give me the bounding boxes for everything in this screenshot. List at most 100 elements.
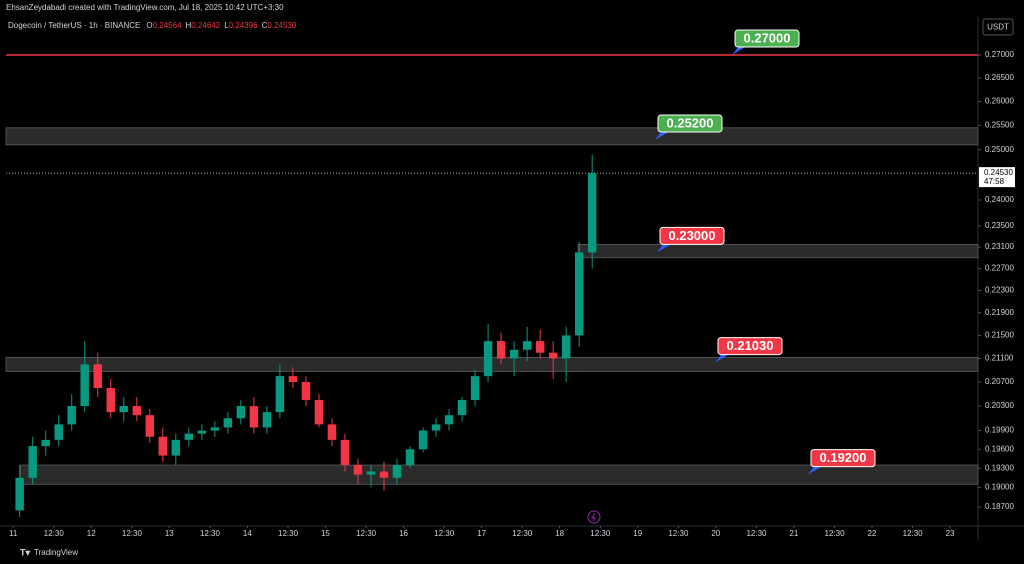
candle-body [366,471,376,475]
callout-box [810,449,876,468]
candle-body [132,406,141,416]
symbol-legend: Dogecoin / TetherUS · 1h · BINANCE O0.245… [8,21,297,30]
candle-body [93,364,102,389]
x-tick-label: 12:30 [434,529,455,538]
zone [19,464,979,485]
footer-logo: T▾ [20,547,30,557]
candle-body [340,439,350,466]
ohlc-value: 0.24564 [153,21,182,30]
candle-body [158,436,168,456]
x-tick-label: 15 [321,529,330,538]
callout-label: 0.21030 [727,338,774,353]
candle-body [288,376,298,383]
last-price-box [979,167,1015,188]
candle-body [54,424,63,440]
x-tick-label: 14 [243,529,252,538]
currency[interactable]: USDT [987,23,1009,32]
candle-body [353,465,363,475]
candle-body [67,406,76,425]
ohlc-key: H [186,21,192,30]
callout-pointer [808,465,823,475]
candle-body [249,406,259,428]
callout-pointer [715,353,730,363]
candle-body [561,335,571,359]
y-tick-label: 0.19900 [985,426,1014,435]
y-tick-label: 0.23500 [985,221,1014,230]
y-tick-label: 0.22700 [985,264,1014,273]
x-tick-label: 23 [946,529,955,538]
y-tick-label: 0.24000 [985,195,1014,204]
footer-brand: TradingView [34,548,78,557]
zone [577,243,979,259]
ohlc-value: 0.24642 [191,21,220,30]
candle-body [236,406,246,419]
callout-box [717,337,783,356]
x-tick-label: 12:30 [903,529,924,538]
candle-body [262,412,272,428]
symbol: Dogecoin / TetherUS · 1h · BINANCE [8,21,140,30]
candle-body [418,430,428,450]
x-tick-label: 12 [87,529,96,538]
candle-body [496,341,506,359]
x-tick-label: 12:30 [278,529,299,538]
x-tick-label: 12:30 [590,529,611,538]
y-tick-label: 0.19300 [985,463,1014,472]
x-tick-label: 11 [9,529,18,538]
x-tick-label: 12:30 [746,529,767,538]
candle-body [171,439,181,456]
x-tick-label: 20 [711,529,720,538]
ohlc-key: C [262,21,268,30]
candle-body [574,252,584,336]
x-tick-label: 18 [555,529,564,538]
x-tick-label: 12:30 [356,529,377,538]
candle-body [210,427,220,431]
candle-body [119,406,128,413]
y-tick-label: 0.19000 [985,483,1014,492]
y-tick-label: 0.25000 [985,145,1014,154]
candle-body [223,418,233,428]
x-tick-label: 17 [477,529,486,538]
candle-body [483,341,493,377]
y-tick-label: 0.26500 [985,73,1014,82]
event-icon[interactable] [587,510,601,524]
callout-box [659,226,725,245]
y-tick-label: 0.25500 [985,121,1014,130]
callout-box [734,29,800,48]
y-tick-label: 0.21900 [985,308,1014,317]
x-tick-label: 13 [165,529,174,538]
ohlc-key: L [224,21,229,30]
candle-body [548,352,558,359]
candle-body [80,364,89,407]
y-tick-label: 0.21500 [985,330,1014,339]
zone [5,127,979,146]
candle-body [431,424,441,431]
author-line: EhsanZeydabadi created with TradingView.… [6,3,284,12]
candle-body [509,349,519,359]
callout-label: 0.27000 [744,30,791,45]
countdown: 47:58 [984,177,1005,186]
y-tick-label: 0.26000 [985,97,1014,106]
callout-pointer [655,130,670,140]
x-tick-label: 12:30 [512,529,533,538]
candle-body [444,415,454,425]
currency-box[interactable] [982,18,1014,36]
y-tick-label: 0.20700 [985,377,1014,386]
x-tick-label: 21 [789,529,798,538]
x-tick-label: 19 [633,529,642,538]
ohlc-key: O [146,21,152,30]
y-tick-label: 0.27000 [985,50,1014,59]
x-tick-label: 22 [867,529,876,538]
candle-body [457,400,467,416]
x-tick-label: 12:30 [122,529,143,538]
x-tick-label: 12:30 [44,529,65,538]
ohlc-value: 0.24396 [229,21,258,30]
x-tick-label: 12:30 [825,529,846,538]
candle-body [106,388,115,413]
candle-body [197,430,207,434]
candle-body [41,439,50,447]
candle-body [301,382,311,401]
candle-body [587,173,597,253]
y-tick-label: 0.21100 [985,354,1014,363]
candle-body [275,376,285,413]
